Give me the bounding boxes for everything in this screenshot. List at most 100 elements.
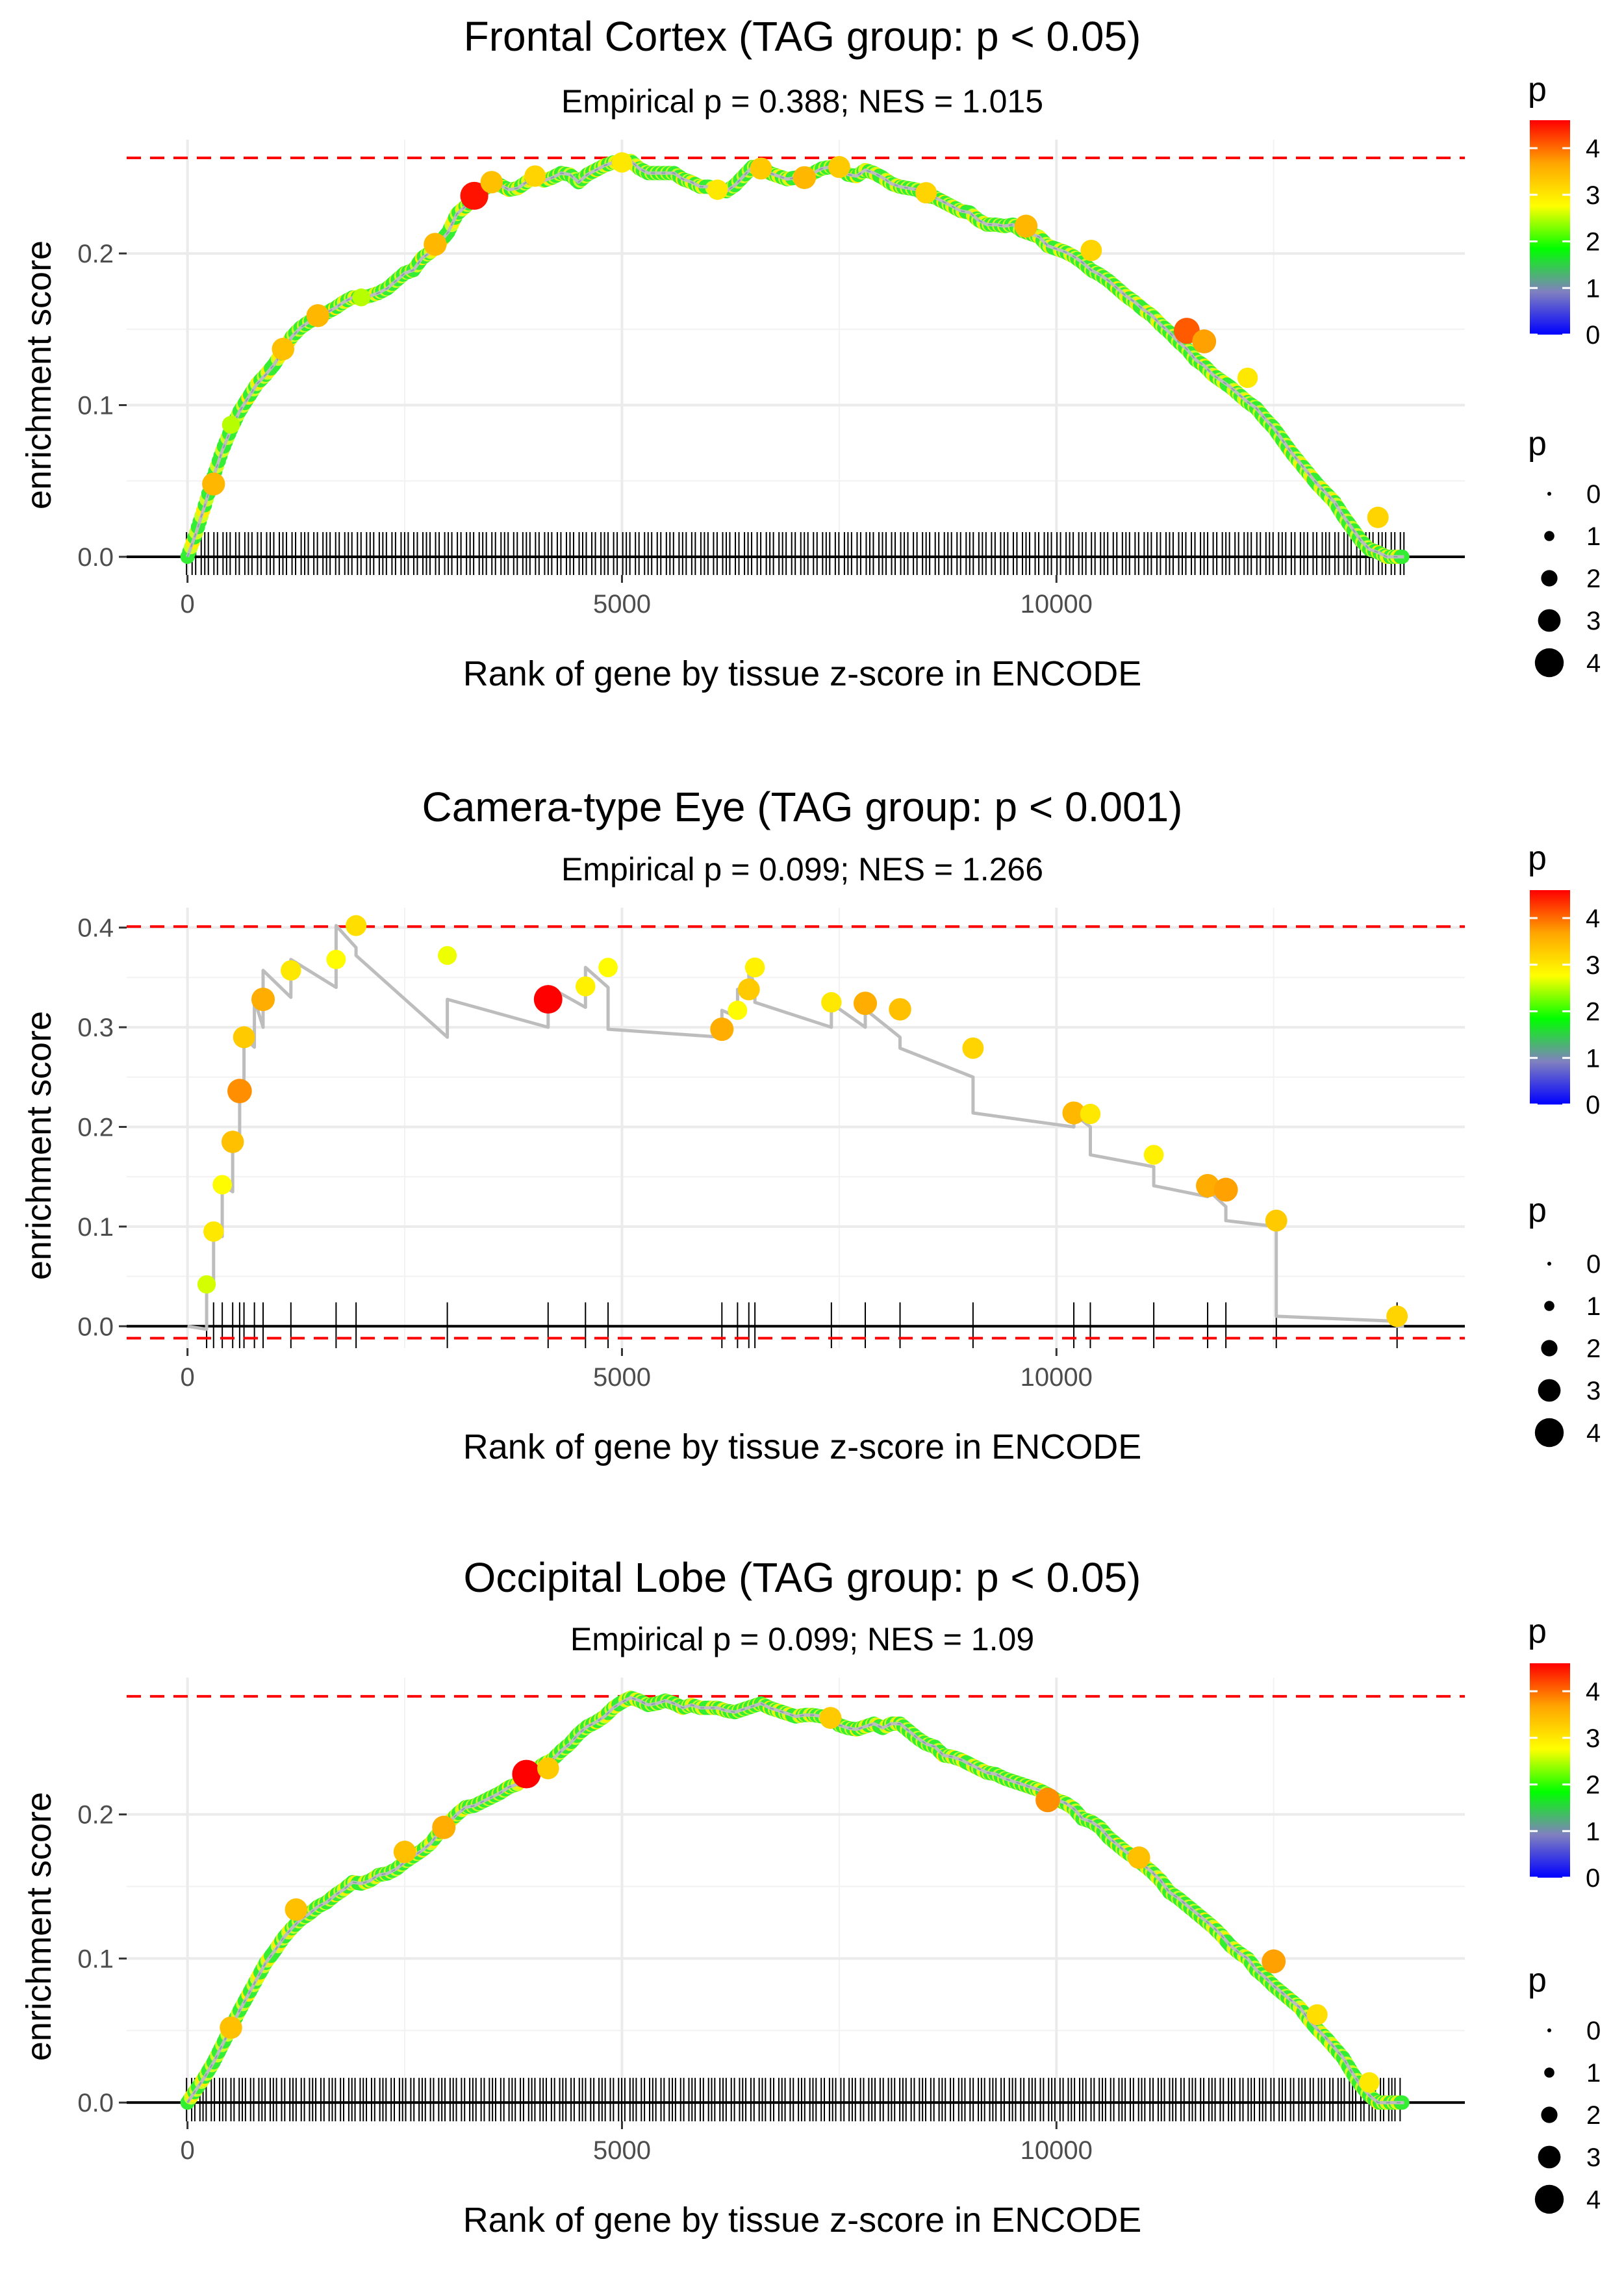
color-bar [1530, 890, 1570, 1105]
y-tick-label: 0.2 [77, 240, 114, 268]
panel-3-color-legend-title: p [1528, 1613, 1547, 1650]
size-legend-label: 1 [1586, 1292, 1601, 1321]
panel-3-subtitle: Empirical p = 0.099; NES = 1.09 [570, 1621, 1034, 1657]
enrichment-curve-detail [186, 160, 1404, 557]
panel-2: Camera-type Eye (TAG group: p < 0.001) E… [19, 784, 1601, 1466]
size-legend-dot [1544, 2067, 1554, 2078]
color-bar-label: 4 [1586, 134, 1600, 163]
panel-2-plot-area: 0 5000 10000 0.0 0.1 0.2 0.3 0.4 [77, 908, 1465, 1392]
y-tick-label: 0.2 [77, 1801, 114, 1830]
size-legend-label: 0 [1586, 1250, 1601, 1279]
plot-content [127, 915, 1465, 1348]
data-point [889, 998, 911, 1021]
data-point [285, 1898, 308, 1921]
data-point [915, 182, 937, 204]
color-bar-label: 3 [1586, 1724, 1600, 1753]
data-point [460, 181, 488, 210]
data-point [611, 152, 633, 173]
data-point [1080, 239, 1102, 261]
significant-points [202, 152, 1389, 528]
panel-1-plot-area: 0 5000 10000 0.0 0.1 0.2 [77, 140, 1465, 619]
data-point [1359, 2072, 1380, 2093]
data-point [1080, 1103, 1101, 1125]
data-point [1192, 329, 1217, 353]
data-point [1386, 1305, 1408, 1327]
panel-1-subtitle: Empirical p = 0.388; NES = 1.015 [561, 83, 1043, 120]
color-bar-label: 3 [1586, 181, 1600, 210]
size-legend-label: 0 [1586, 2017, 1601, 2045]
panel-1-size-legend: p 0 1 2 3 4 [1528, 425, 1601, 678]
panel-2-size-legend: p 0 1 2 3 4 [1528, 1192, 1601, 1448]
color-bar-label: 0 [1586, 1864, 1600, 1893]
x-tick-label: 5000 [593, 2136, 651, 2165]
data-point [533, 985, 563, 1014]
color-bar-label: 1 [1586, 1044, 1600, 1073]
data-point [424, 233, 447, 256]
size-legend-label: 3 [1586, 607, 1601, 635]
panel-3: Occipital Lobe (TAG group: p < 0.05) Emp… [19, 1554, 1601, 2240]
data-point [1062, 1101, 1085, 1125]
data-point [728, 1001, 748, 1020]
data-point [1262, 1949, 1286, 1974]
color-bar-label: 2 [1586, 228, 1600, 257]
data-point [707, 179, 728, 200]
y-tick-label: 0.1 [77, 392, 114, 420]
significant-points [197, 915, 1408, 1327]
data-point [537, 1757, 559, 1780]
data-point [1014, 214, 1038, 238]
size-legend-label: 2 [1586, 2101, 1601, 2130]
data-point [853, 991, 878, 1016]
panel-3-size-legend: p 0 1 2 3 4 [1528, 1961, 1601, 2214]
size-legend-label: 1 [1586, 2059, 1601, 2088]
data-point [744, 957, 765, 978]
data-point [524, 165, 546, 187]
data-point [222, 416, 240, 434]
panel-1-title: Frontal Cortex (TAG group: p < 0.05) [464, 13, 1141, 60]
size-legend-dot [1534, 648, 1564, 678]
data-point [212, 1175, 233, 1195]
panel-3-size-legend-title: p [1528, 1961, 1547, 1999]
size-legend-label: 2 [1586, 1335, 1601, 1363]
data-point [1128, 1846, 1150, 1869]
plot-content [127, 152, 1465, 575]
size-legend-label: 4 [1586, 2186, 1601, 2214]
y-tick-label: 0.0 [77, 543, 114, 572]
data-point [1367, 506, 1389, 528]
size-legend-dot [1547, 492, 1551, 496]
x-tick-label: 5000 [593, 1363, 651, 1392]
data-point [512, 1759, 541, 1789]
y-tick-label: 0.4 [77, 914, 114, 943]
data-point [598, 958, 618, 977]
color-bar-label: 4 [1586, 904, 1600, 933]
size-legend-dot [1547, 2028, 1551, 2032]
panel-3-plot-area: 0 5000 10000 0.0 0.1 0.2 [77, 1678, 1465, 2165]
data-point [1213, 1177, 1238, 1202]
panel-1: Frontal Cortex (TAG group: p < 0.05) Emp… [19, 13, 1601, 693]
significant-points [220, 1707, 1380, 2093]
data-point [251, 988, 275, 1012]
data-point [220, 2016, 242, 2039]
color-bar-label: 2 [1586, 998, 1600, 1027]
panel-1-color-legend-title: p [1528, 71, 1547, 109]
data-point [233, 1026, 255, 1049]
data-point [1035, 1787, 1060, 1813]
data-point [828, 156, 850, 178]
data-point [221, 1131, 244, 1153]
panel-2-x-axis-title: Rank of gene by tissue z-score in ENCODE [463, 1427, 1141, 1466]
x-tick-label: 0 [181, 590, 195, 619]
panel-3-y-axis-title: enrichment score [19, 1792, 58, 2061]
data-point [1265, 1209, 1288, 1232]
size-legend-dot [1538, 609, 1561, 632]
color-bar-label: 1 [1586, 1817, 1600, 1846]
data-point [819, 1707, 842, 1729]
data-point [821, 992, 842, 1013]
enrichment-curve [186, 1696, 1404, 2104]
data-point [1306, 2004, 1328, 2025]
plot-content [127, 1691, 1465, 2121]
panel-2-subtitle: Empirical p = 0.099; NES = 1.266 [561, 851, 1043, 888]
size-legend-dot [1544, 531, 1554, 541]
data-point [393, 1841, 416, 1863]
data-point [1143, 1145, 1164, 1165]
data-point [203, 1221, 224, 1242]
